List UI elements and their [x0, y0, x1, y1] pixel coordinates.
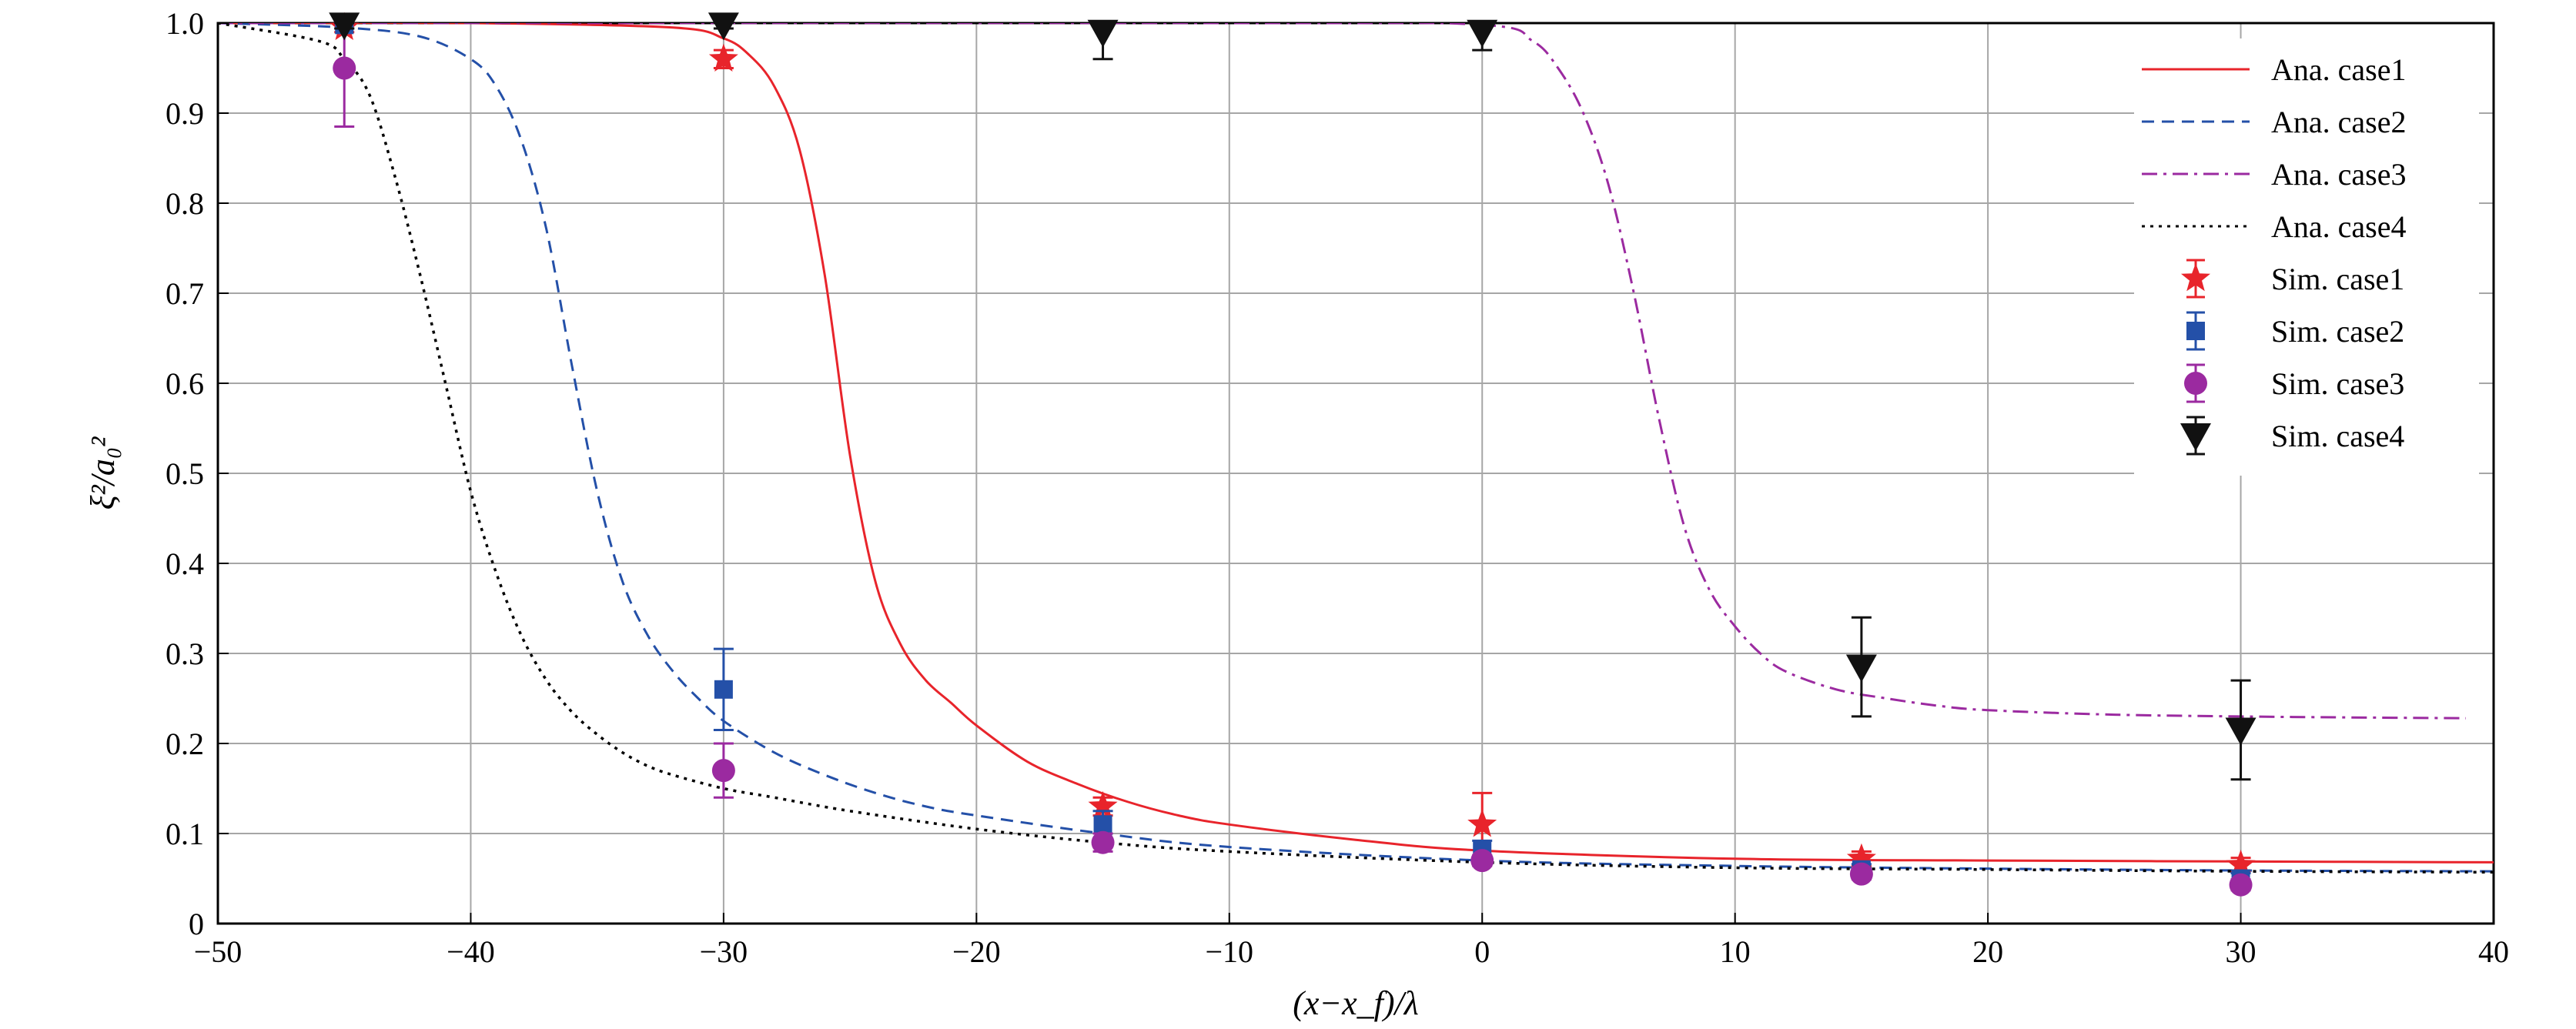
y-axis-label: ξ²/a₀²	[84, 436, 122, 510]
legend: Ana. case1 Ana. case2 Ana. case3 Ana. case4…	[2134, 38, 2479, 476]
analytic-curve-case1	[218, 23, 2494, 864]
legend-entry-8: Sim. case4	[2180, 416, 2404, 456]
legend-label: Sim. case3	[2271, 366, 2404, 401]
data-point	[1088, 790, 1118, 820]
y-tick-label: 0.4	[166, 546, 204, 581]
data-point	[1846, 843, 1876, 871]
y-tick-label: 0.6	[166, 366, 204, 401]
data-point	[1091, 830, 1115, 854]
axis-ticks: −50 −40 −30 −20 −10 0 10 20 30 40 0 0.1 0.2 0.3 0.4 0.5…	[166, 6, 2509, 969]
legend-entry-1: Ana. case1	[2142, 52, 2406, 87]
data-point	[1467, 809, 1497, 837]
analytic-curve-case3	[218, 23, 2466, 720]
y-tick-label: 0.1	[166, 817, 204, 851]
legend-entry-2: Ana. case2	[2142, 105, 2406, 139]
data-point	[714, 680, 733, 699]
legend-entry-3: Ana. case3	[2142, 157, 2406, 192]
data-point	[2226, 850, 2256, 878]
x-tick-label: −30	[700, 934, 748, 969]
legend-label: Ana. case3	[2271, 157, 2406, 192]
y-tick-label: 0	[189, 907, 204, 941]
simulation-series-case2	[334, 15, 2251, 888]
x-tick-label: 20	[1972, 934, 2003, 969]
analytic-curve-case4	[218, 23, 2494, 874]
data-point	[708, 43, 738, 72]
legend-marker-swatch	[2184, 372, 2207, 395]
simulation-series-case3	[333, 22, 2253, 897]
data-point	[708, 12, 739, 41]
y-tick-label: 0.2	[166, 727, 204, 761]
analytic-curves	[218, 23, 2494, 874]
legend-label: Sim. case2	[2271, 314, 2404, 349]
y-tick-label: 0.8	[166, 186, 204, 221]
y-tick-label: 0.5	[166, 456, 204, 491]
simulation-points	[329, 12, 2257, 897]
data-point	[2225, 717, 2257, 746]
y-tick-label: 0.9	[166, 96, 204, 131]
x-tick-label: 10	[1720, 934, 1751, 969]
data-point	[1467, 19, 1498, 48]
y-tick-label: 0.3	[166, 636, 204, 671]
legend-entry-4: Ana. case4	[2142, 209, 2406, 244]
x-tick-label: −50	[194, 934, 243, 969]
data-point	[711, 759, 735, 783]
legend-entry-5: Sim. case1	[2181, 259, 2404, 299]
data-point	[2229, 873, 2253, 897]
legend-entry-6: Sim. case2	[2186, 311, 2404, 351]
x-tick-label: 0	[1474, 934, 1490, 969]
data-point	[329, 12, 360, 41]
x-axis-label: (x−x_f)/λ	[1293, 984, 1419, 1022]
x-tick-label: −20	[952, 934, 1001, 969]
legend-label: Ana. case2	[2271, 105, 2406, 139]
simulation-series-case1	[330, 12, 2256, 878]
data-point	[333, 56, 356, 80]
data-point	[1087, 19, 1119, 48]
x-tick-label: 40	[2478, 934, 2509, 969]
x-tick-label: −40	[447, 934, 495, 969]
legend-label: Sim. case1	[2271, 262, 2404, 296]
legend-marker-swatch	[2181, 263, 2210, 292]
grid-lines	[218, 23, 2494, 924]
legend-entry-7: Sim. case3	[2184, 363, 2404, 403]
legend-label: Sim. case4	[2271, 419, 2404, 453]
y-tick-label: 1.0	[166, 6, 204, 41]
simulation-series-case4	[329, 12, 2257, 781]
data-point	[1845, 654, 1877, 683]
data-point	[1849, 862, 1873, 886]
y-tick-label: 0.7	[166, 276, 204, 311]
data-point	[1093, 815, 1112, 834]
x-tick-label: 30	[2226, 934, 2257, 969]
analytic-curve-case2	[218, 23, 2494, 873]
legend-marker-swatch	[2180, 423, 2211, 451]
legend-marker-swatch	[2186, 322, 2205, 340]
data-point	[1470, 849, 1494, 873]
legend-label: Ana. case4	[2271, 209, 2406, 244]
legend-label: Ana. case1	[2271, 52, 2406, 87]
x-tick-label: −10	[1205, 934, 1253, 969]
